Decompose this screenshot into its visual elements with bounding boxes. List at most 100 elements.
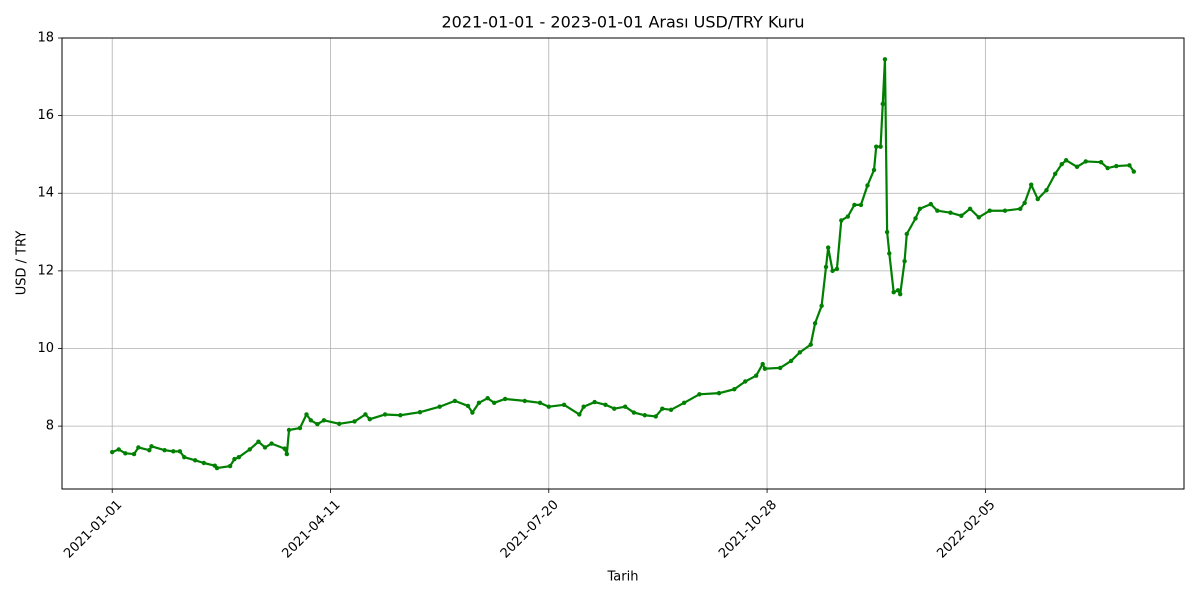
data-point (823, 264, 829, 270)
data-point (865, 183, 870, 188)
data-point (1053, 171, 1058, 177)
data-point (131, 451, 137, 457)
data-point (1035, 196, 1040, 202)
data-point (928, 201, 933, 207)
y-tick-label: 8 (46, 419, 54, 434)
data-point (797, 350, 803, 355)
data-point (760, 361, 765, 367)
x-tick-label: 2021-01-01 (61, 497, 125, 561)
data-point (1028, 182, 1034, 187)
data-point (976, 215, 982, 220)
data-point (577, 412, 582, 417)
data-point (612, 406, 617, 411)
data-point (902, 258, 907, 264)
data-point (898, 291, 903, 297)
data-point (808, 342, 813, 347)
data-point (1002, 208, 1008, 213)
data-point (352, 419, 357, 424)
data-point (716, 390, 722, 396)
data-point (214, 465, 220, 471)
data-point (987, 208, 992, 213)
data-point (537, 400, 543, 406)
data-point (874, 144, 879, 149)
data-point (1127, 163, 1132, 168)
data-point (1059, 161, 1064, 167)
data-point (681, 400, 687, 406)
data-point (917, 206, 923, 211)
data-point (284, 451, 290, 457)
data-point (561, 402, 567, 407)
data-point (834, 266, 840, 272)
data-point (887, 251, 892, 256)
data-point (162, 447, 167, 453)
data-point (304, 412, 309, 417)
data-point (417, 409, 423, 415)
grid (62, 37, 1184, 489)
data-point (177, 449, 183, 454)
y-tick-label: 14 (37, 186, 54, 201)
chart-title: 2021-01-01 - 2023-01-01 Arası USD/TRY Ku… (441, 13, 804, 32)
data-point (753, 373, 759, 378)
data-point (147, 447, 152, 453)
data-point (878, 144, 883, 149)
data-point (603, 402, 608, 407)
y-tick-label: 18 (37, 31, 54, 46)
data-point (967, 206, 973, 211)
y-tick-label: 12 (37, 263, 54, 278)
x-axis-label: Tarih (607, 570, 639, 585)
data-point (1063, 158, 1069, 163)
data-point (935, 208, 940, 213)
data-point (1074, 164, 1080, 170)
data-point (232, 456, 237, 462)
data-point (182, 454, 187, 460)
x-tick-label: 2021-10-28 (716, 497, 780, 561)
data-point (485, 395, 490, 401)
data-point (1018, 206, 1023, 211)
data-point (282, 446, 287, 451)
data-point (492, 400, 497, 406)
data-point (470, 410, 475, 415)
data-point (622, 404, 628, 409)
data-point (315, 421, 320, 427)
data-point (201, 460, 207, 466)
data-point (852, 202, 857, 208)
data-point (192, 458, 198, 463)
data-point (777, 365, 783, 371)
data-point (502, 396, 508, 402)
data-point (247, 447, 252, 452)
data-point (110, 449, 115, 455)
data-point (262, 445, 268, 450)
data-point (337, 421, 342, 426)
data-point (136, 445, 141, 450)
x-tick-label: 2021-04-11 (280, 497, 344, 561)
data-point (398, 413, 403, 418)
data-point (904, 231, 909, 237)
data-point (913, 216, 918, 221)
data-point (882, 57, 888, 62)
data-point (762, 366, 768, 371)
data-point (895, 288, 901, 293)
data-point (227, 463, 233, 469)
x-tick-label: 2022-02-05 (934, 497, 998, 561)
data-point (871, 167, 877, 173)
data-point (1022, 200, 1027, 206)
data-point (891, 290, 896, 295)
data-point (839, 218, 844, 223)
data-point (1098, 159, 1104, 165)
data-point (812, 321, 818, 326)
data-point (465, 403, 471, 409)
data-point (697, 392, 702, 397)
data-point (743, 379, 748, 384)
data-point (236, 454, 242, 460)
data-point (452, 398, 458, 404)
data-point (948, 210, 953, 215)
plot (110, 57, 1136, 471)
data-point (297, 425, 303, 431)
data-point (308, 418, 314, 423)
data-point (269, 441, 274, 446)
data-point (1044, 187, 1049, 193)
data-point (1114, 163, 1119, 169)
data-point (642, 413, 648, 418)
plot-frame (61, 37, 1185, 490)
